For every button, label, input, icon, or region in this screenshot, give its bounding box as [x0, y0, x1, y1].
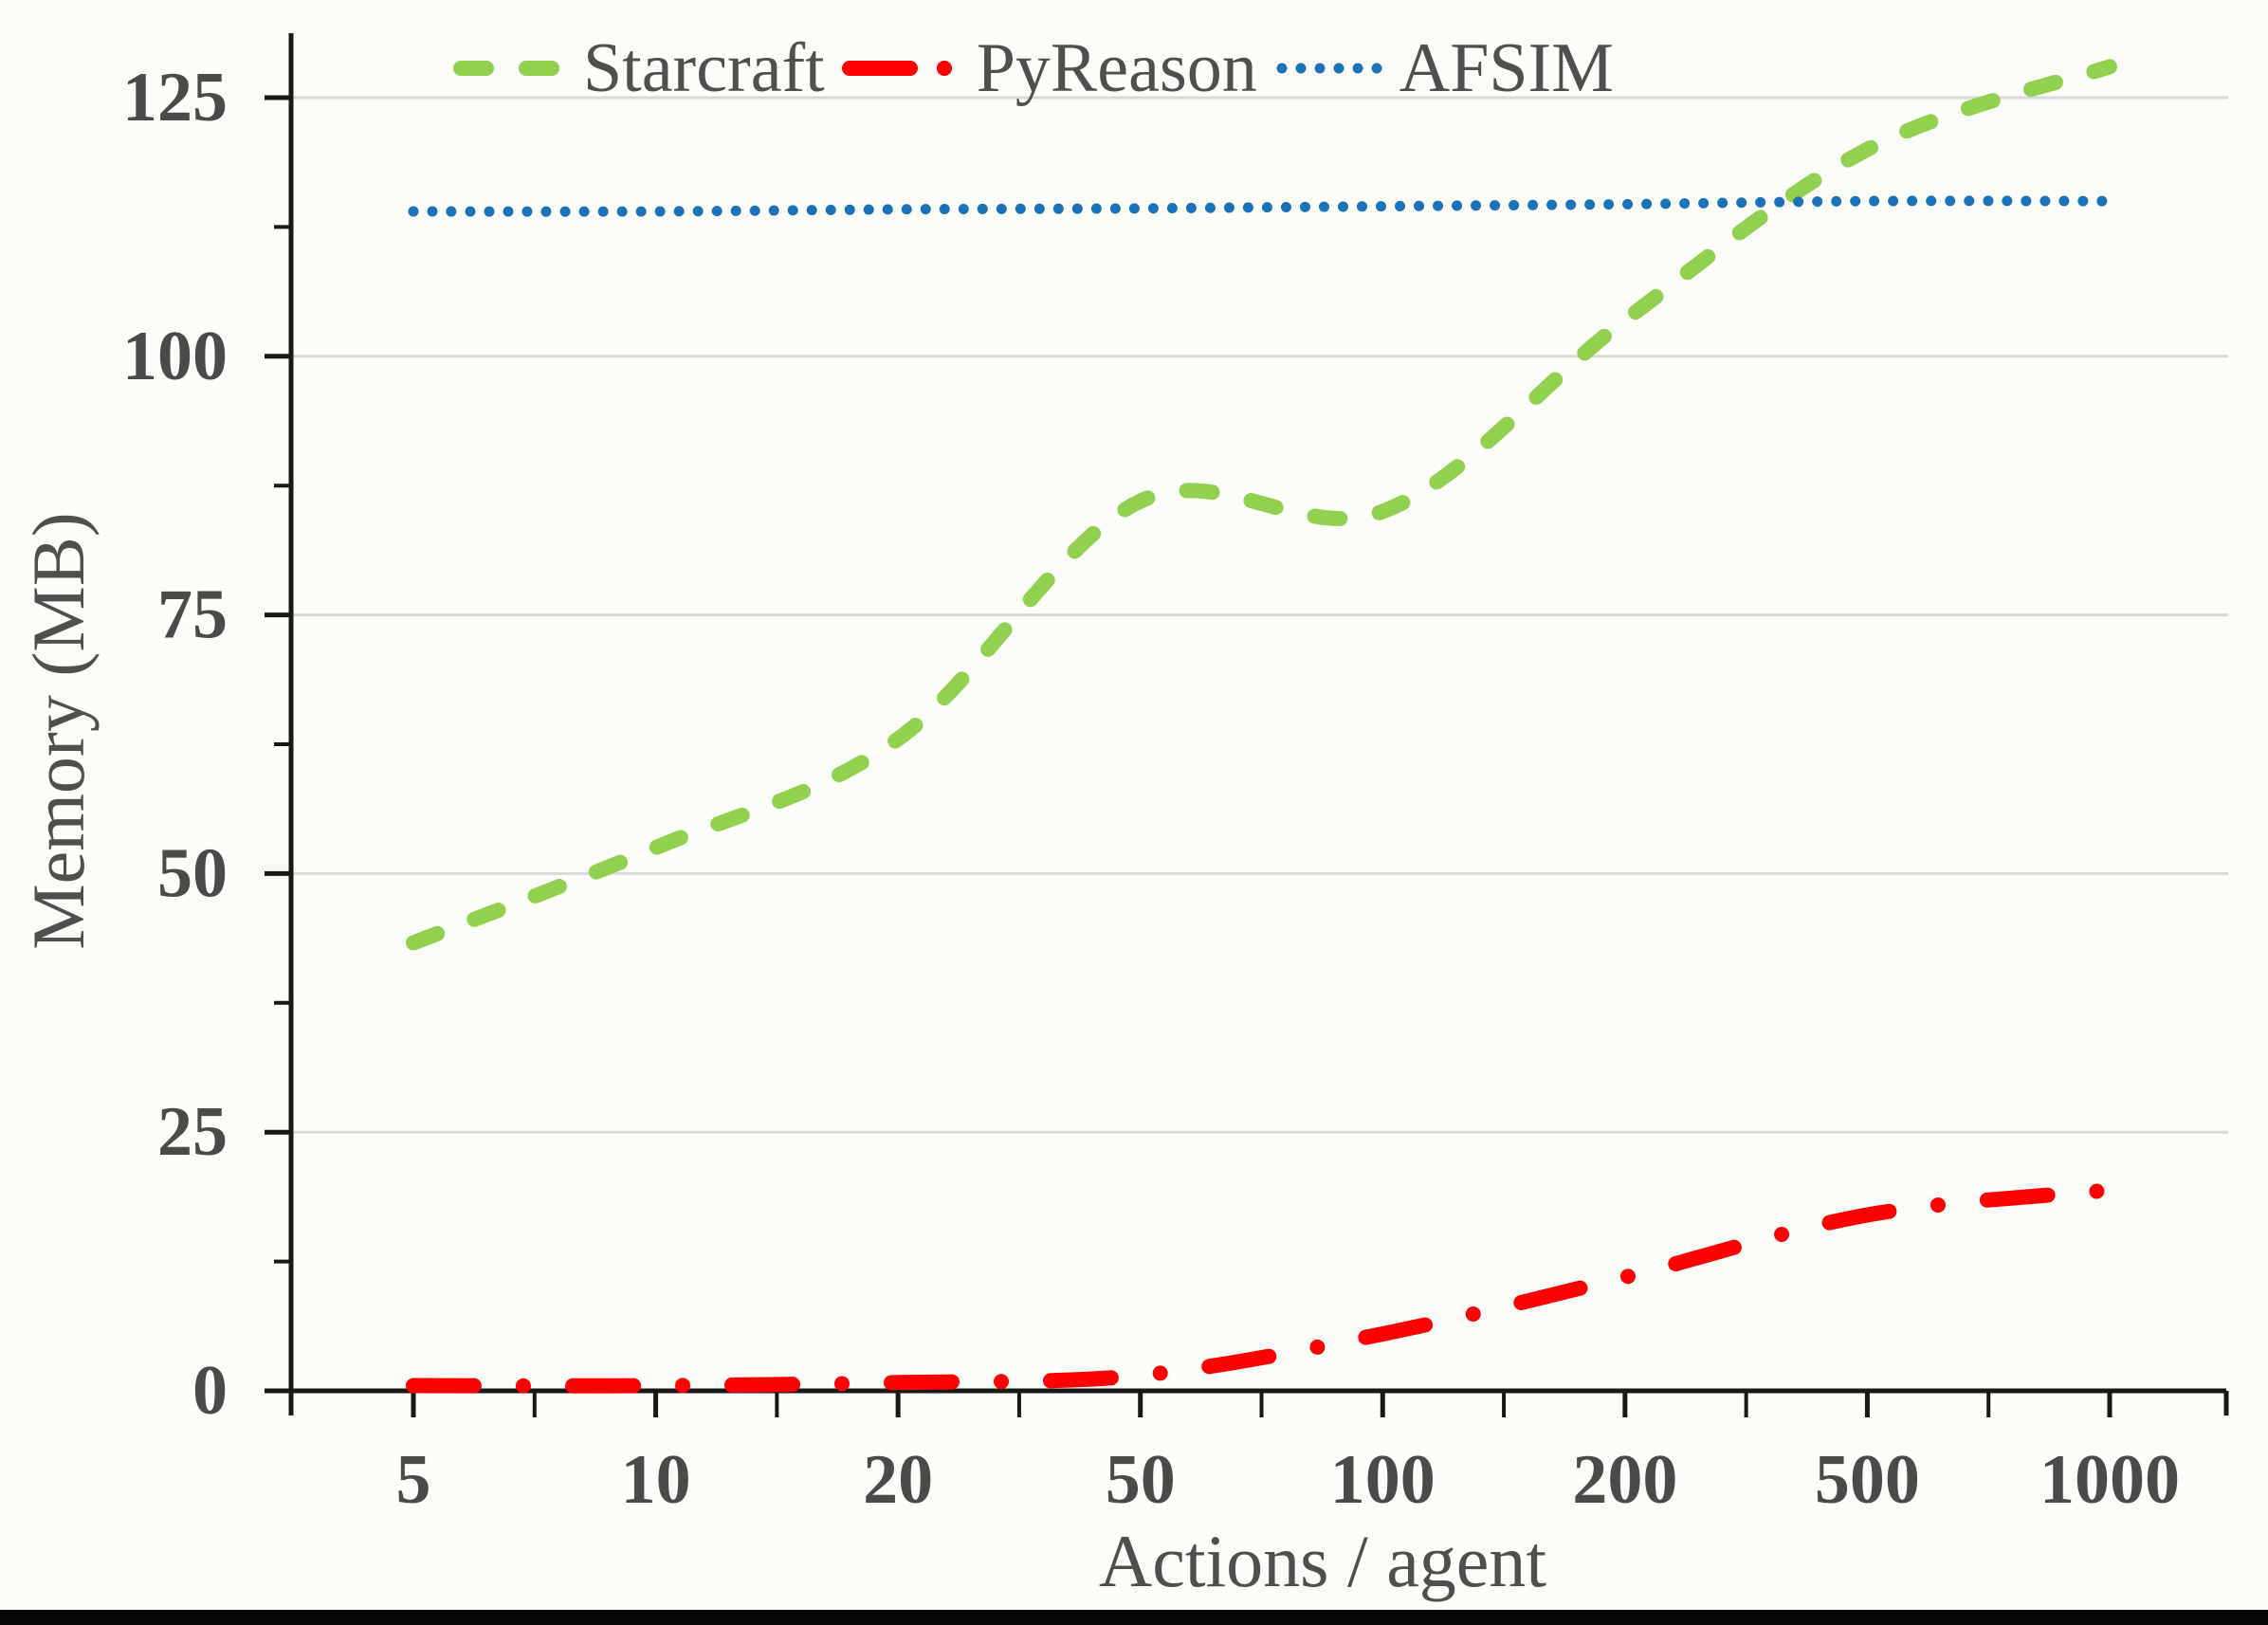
x-tick-label: 20 — [863, 1441, 933, 1519]
series-line-starcraft — [406, 59, 2117, 951]
legend-label-afsim: AFSIM — [1399, 29, 1614, 107]
x-axis-title: Actions / agent — [1098, 1520, 1547, 1602]
afsim-dotted-line-sample — [1276, 63, 1388, 74]
x-tick-label: 200 — [1572, 1441, 1677, 1519]
pyreason-dashdot-line-sample — [841, 61, 965, 76]
y-tick-label: 100 — [122, 318, 228, 395]
x-tick-label: 10 — [621, 1441, 691, 1519]
legend-label-pyreason: PyReason — [976, 29, 1257, 107]
x-tick-label: 5 — [396, 1441, 431, 1519]
series-line-afsim — [408, 195, 2115, 217]
legend-item-pyreason: PyReason — [841, 29, 1257, 107]
legend-item-afsim: AFSIM — [1274, 33, 1614, 103]
x-tick-label: 1000 — [2039, 1441, 2180, 1519]
series-line-pyreason — [406, 1182, 2117, 1394]
y-tick-label: 0 — [192, 1352, 228, 1430]
starcraft-dashed-line-sample — [453, 61, 572, 76]
legend-item-starcraft: Starcraft — [453, 33, 825, 103]
y-tick-label: 50 — [157, 834, 228, 912]
x-tick-label: 50 — [1106, 1441, 1176, 1519]
y-axis-title: Memory (MB) — [17, 512, 100, 950]
x-tick-label: 500 — [1815, 1441, 1920, 1519]
x-tick-label: 100 — [1330, 1441, 1436, 1519]
legend: Starcraft PyReason AFSIM — [453, 27, 1614, 110]
bottom-border-bar — [0, 1610, 2268, 1625]
y-tick-label: 125 — [122, 59, 228, 137]
legend-label-starcraft: Starcraft — [583, 29, 825, 107]
y-tick-label: 75 — [157, 576, 228, 654]
y-tick-label: 25 — [157, 1093, 228, 1171]
